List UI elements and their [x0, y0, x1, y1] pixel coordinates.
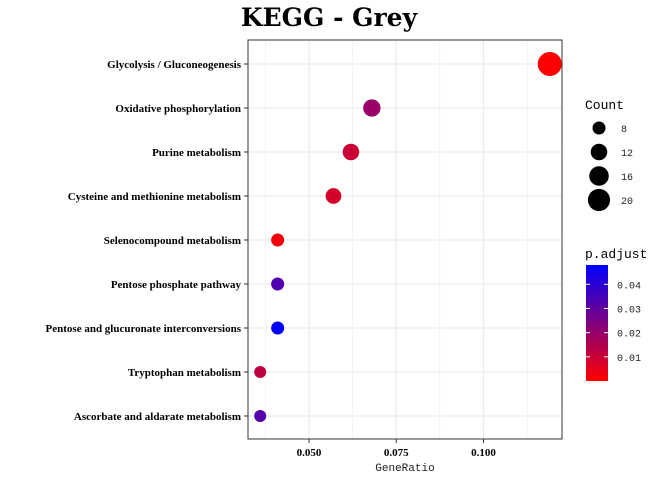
- data-points: [254, 52, 562, 422]
- count-legend-key: [590, 143, 608, 161]
- count-legend-key: [592, 121, 606, 135]
- p-adjust-tick-label: 0.01: [617, 354, 641, 365]
- data-point: [271, 233, 285, 247]
- x-tick-label: 0.100: [471, 447, 496, 459]
- data-point: [271, 277, 285, 291]
- data-point: [254, 366, 267, 378]
- p-adjust-legend-title: p.adjust: [585, 247, 647, 262]
- count-legend-title: Count: [585, 98, 624, 113]
- p-adjust-legend: p.adjust 0.01 0.02 0.03 0.04: [585, 247, 647, 381]
- y-tick-label: Tryptophan metabolism: [128, 367, 241, 379]
- p-adjust-tick-label: 0.02: [617, 330, 641, 341]
- y-axis-labels: Glycolysis / Gluconeogenesis Oxidative ph…: [46, 59, 248, 423]
- data-point: [325, 188, 342, 204]
- y-tick-label: Selenocompound metabolism: [104, 235, 241, 247]
- x-tick-label: 0.050: [297, 447, 322, 459]
- count-legend-key: [587, 188, 611, 212]
- data-point: [363, 99, 381, 117]
- y-tick-label: Purine metabolism: [152, 147, 241, 159]
- chart-title: KEGG - Grey: [241, 3, 419, 32]
- y-tick-label: Pentose phosphate pathway: [111, 279, 242, 291]
- data-point: [271, 321, 285, 335]
- y-tick-label: Glycolysis / Gluconeogenesis: [107, 59, 242, 71]
- grid-lines: [248, 40, 562, 439]
- data-point: [537, 52, 562, 76]
- p-adjust-tick-label: 0.03: [617, 306, 641, 317]
- count-legend-label: 8: [621, 125, 627, 136]
- count-legend: Count 8 12 16 20: [585, 98, 633, 212]
- p-adjust-tick-label: 0.04: [617, 281, 641, 292]
- count-legend-label: 20: [621, 197, 633, 208]
- count-legend-label: 12: [621, 149, 633, 160]
- y-tick-label: Cysteine and methionine metabolism: [68, 191, 241, 203]
- data-point: [254, 410, 267, 422]
- count-legend-label: 16: [621, 173, 633, 184]
- p-adjust-colorbar: [586, 265, 608, 381]
- y-tick-label: Pentose and glucuronate interconversions: [46, 323, 242, 335]
- x-tick-label: 0.075: [384, 447, 409, 459]
- y-tick-label: Ascorbate and aldarate metabolism: [74, 411, 241, 423]
- data-point: [342, 143, 360, 161]
- count-legend-key: [589, 166, 609, 186]
- x-axis-label: GeneRatio: [375, 463, 434, 475]
- x-axis-ticks: 0.050 0.075 0.100: [297, 439, 496, 459]
- y-tick-label: Oxidative phosphorylation: [115, 103, 241, 115]
